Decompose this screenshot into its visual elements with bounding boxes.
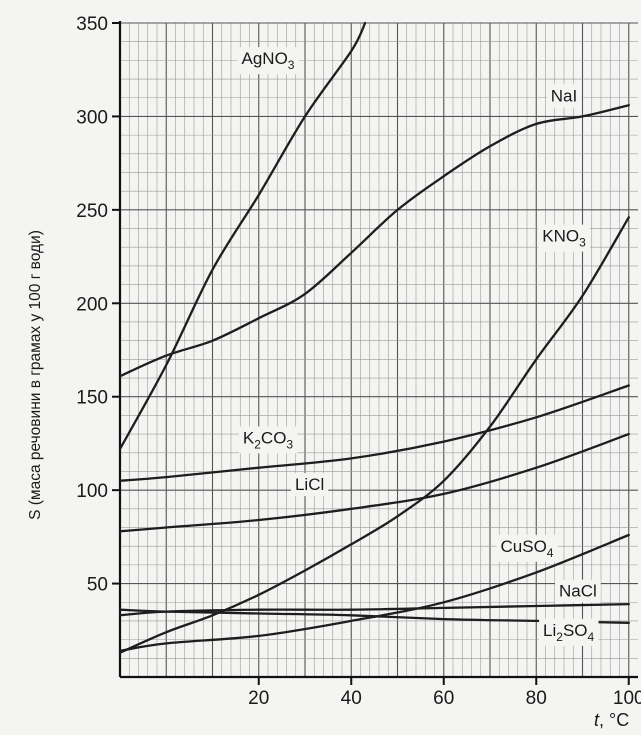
series-label-bg-nacl bbox=[554, 579, 601, 603]
series-label-k2co3: K2CO3 bbox=[243, 428, 294, 451]
y-tick-label: 250 bbox=[76, 201, 108, 222]
series-label-agno3: AgNO3 bbox=[242, 49, 295, 72]
x-axis-label-unit: , °C bbox=[599, 710, 629, 730]
series-label-bg-li2so4 bbox=[539, 618, 599, 646]
x-tick-label: 60 bbox=[433, 688, 454, 709]
series-label-bg-licl bbox=[290, 473, 329, 497]
y-tick-label: 100 bbox=[76, 481, 108, 502]
x-tick-label: 40 bbox=[341, 688, 362, 709]
y-axis-label: S (маса речовини в грамах у 100 г води) bbox=[27, 230, 44, 520]
series-line-cuso4 bbox=[118, 533, 630, 652]
y-tick-label: 50 bbox=[87, 575, 108, 596]
y-tick-label: 200 bbox=[76, 294, 108, 315]
series-line-licl bbox=[118, 432, 630, 533]
x-axis-label-var: t bbox=[594, 710, 600, 730]
series-line-nai bbox=[118, 104, 630, 378]
series-line-kno3 bbox=[118, 216, 630, 654]
series-label-bg-kno3 bbox=[538, 224, 591, 252]
grid bbox=[120, 22, 638, 677]
x-tick-label: 20 bbox=[248, 688, 269, 709]
y-tick-label: 300 bbox=[76, 107, 108, 128]
series-label-li2so4: Li2SO4 bbox=[543, 621, 594, 644]
series-line-agno3 bbox=[118, 21, 367, 451]
y-tick-label: 150 bbox=[76, 388, 108, 409]
series-label-nai: NaI bbox=[551, 86, 577, 105]
series-labels: AgNO3 NaI KNO3 K2CO3 LiCl CuSO4 NaCl Li2SO4 bbox=[237, 47, 601, 646]
series-line-k2co3 bbox=[118, 384, 630, 482]
series-label-bg-cuso4 bbox=[496, 534, 558, 562]
series-lines bbox=[118, 21, 630, 654]
series-label-kno3: KNO3 bbox=[542, 227, 586, 250]
x-tick-label: 80 bbox=[526, 688, 547, 709]
x-axis-label: t, °C bbox=[594, 710, 629, 730]
series-line-li2so4 bbox=[118, 608, 630, 624]
series-label-bg-k2co3 bbox=[238, 426, 298, 454]
series-label-bg-agno3 bbox=[237, 47, 299, 75]
x-tick-label: 100 bbox=[613, 688, 641, 709]
series-label-licl: LiCl bbox=[295, 475, 324, 494]
y-tick-label: 350 bbox=[76, 14, 108, 35]
series-line-nacl bbox=[118, 602, 630, 617]
series-label-bg-nai bbox=[546, 84, 582, 108]
series-label-cuso4: CuSO4 bbox=[501, 537, 554, 560]
axes: 50 100 150 200 250 300 350 20 40 60 80 100 bbox=[76, 14, 641, 709]
series-label-nacl: NaCl bbox=[559, 582, 597, 601]
